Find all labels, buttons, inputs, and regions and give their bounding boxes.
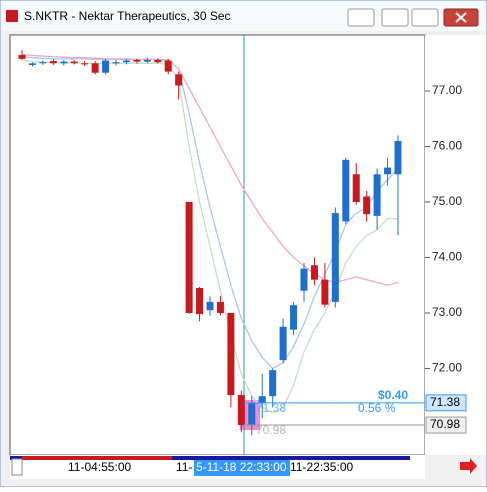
candle-body [342,159,350,222]
candle-body [269,370,277,397]
cursor-price-label: 70.98 [256,423,286,437]
candle-body [237,395,245,426]
price-axis [425,35,486,455]
candle-body [384,167,392,175]
x-tick-label: 5-11-18 22:33:00 [196,460,287,474]
price-box [425,394,467,412]
candle-body [39,62,47,64]
scroll-bar[interactable] [10,456,410,460]
price-box-label: 70.98 [430,417,460,431]
candle-body [352,174,360,203]
candle-body [133,59,141,62]
price-box [425,416,467,434]
window-title: S.NKTR - Nektar Therapeutics, 30 Sec [24,9,231,23]
scroll-handle[interactable] [11,458,23,476]
candle-body [373,174,381,216]
cursor-price-label: 71.38 [256,401,286,415]
candle-body [279,326,287,361]
candle-body [206,301,214,311]
x-label-highlight [194,460,290,476]
y-tick-label: 75.00 [432,194,462,208]
candle-body [196,287,204,315]
app-icon [6,10,18,22]
y-tick-label: 77.00 [432,83,462,97]
candle-body [227,312,235,396]
candle-body [164,60,172,72]
candle-body [394,140,402,175]
minimize-button[interactable] [381,8,409,27]
x-tick-label: 11-04:55:00 [68,460,131,474]
candle-body [290,305,298,330]
candle-body [363,196,371,215]
scroll-right-arrow[interactable] [460,458,477,474]
x-tick-label: 11- [176,460,192,474]
candle-body [300,268,308,291]
candle-body [91,63,99,73]
y-tick-label: 73.00 [432,305,462,319]
close-icon [455,12,467,23]
change-label: $0.40 [378,388,408,402]
price-box-label: 71.38 [430,395,460,409]
candle-body [60,61,68,64]
candle-body [28,63,36,65]
candle-body [49,61,57,64]
change-pct-label: 0.56 % [358,401,396,415]
x-tick-label: 11-22:35:00 [290,460,353,474]
candle-body [310,265,318,280]
candle-body [216,301,224,313]
candle-body [102,60,110,73]
scroll-range [22,456,172,460]
candle-body [81,63,89,65]
candle-body [248,402,256,426]
y-tick-label: 76.00 [432,139,462,153]
candle-body [122,60,130,63]
candle-body [321,279,329,305]
candle-body [331,213,339,302]
maximize-button[interactable] [411,8,439,27]
candle-body [154,59,162,63]
candle-body [70,61,78,64]
candle-body [185,202,193,313]
plot-area [9,34,426,456]
link-button[interactable] [347,8,375,27]
candle-body [258,396,266,403]
y-tick-label: 74.00 [432,250,462,264]
candle-body [18,54,26,59]
y-tick-label: 72.00 [432,361,462,375]
candle-body [143,59,151,62]
candle-body [175,74,183,86]
candle-body [112,62,120,64]
